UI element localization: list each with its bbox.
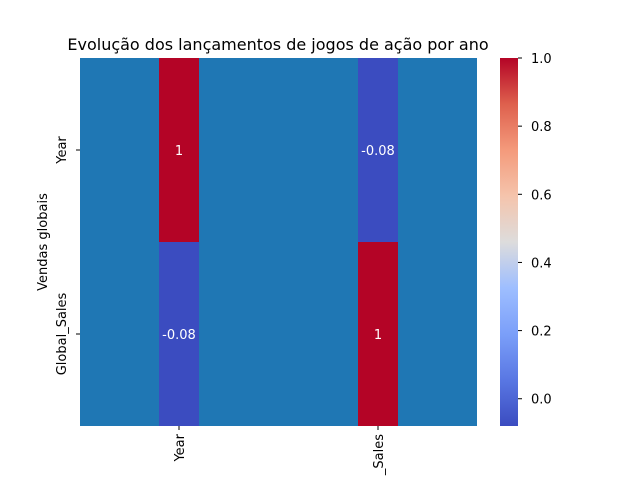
y-axis-label: Vendas globais: [36, 193, 51, 291]
colorbar-tick-label: 0.4: [531, 256, 552, 271]
chart-title: Evolução dos lançamentos de jogos de açã…: [67, 35, 488, 54]
y-tick-label: Global_Sales: [55, 292, 70, 375]
cell-value-label: 1: [374, 328, 382, 343]
colorbar-tick-label: 1.0: [531, 52, 552, 67]
heatmap-cell: [358, 242, 398, 426]
plot-background: [80, 58, 477, 426]
y-tick-label: Year: [55, 136, 70, 165]
colorbar-tick-label: 0.2: [531, 325, 552, 340]
x-tick-label: _Sales: [372, 434, 387, 476]
cell-value-label: -0.08: [162, 328, 196, 343]
cell-value-label: 1: [175, 144, 183, 159]
colorbar: [500, 58, 518, 426]
x-tick-label: Year: [173, 433, 188, 462]
heatmap-cell: [159, 58, 199, 242]
cell-value-label: -0.08: [361, 144, 395, 159]
colorbar-tick-label: 0.0: [531, 393, 552, 408]
colorbar-tick-label: 0.8: [531, 120, 552, 135]
heatmap-cell: [159, 242, 199, 426]
heatmap-cell: [358, 58, 398, 242]
colorbar-tick-label: 0.6: [531, 188, 552, 203]
